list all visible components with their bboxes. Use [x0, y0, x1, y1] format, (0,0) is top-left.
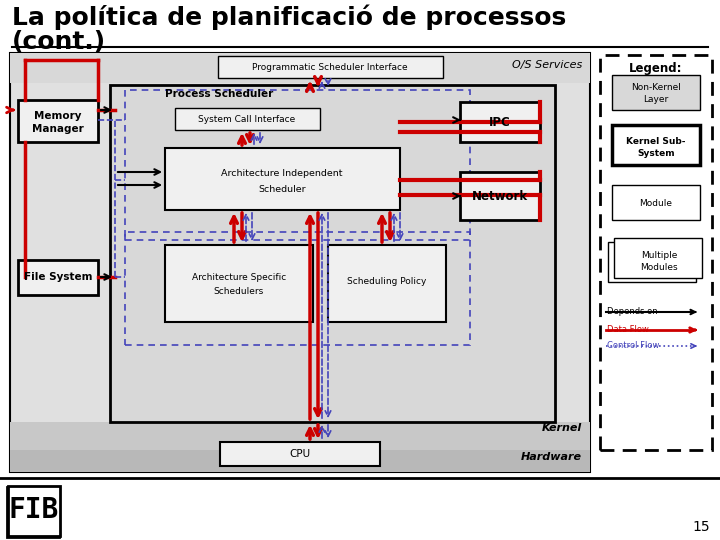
Bar: [165, 148, 400, 210]
Text: Architecture Specific: Architecture Specific: [192, 273, 286, 281]
Text: (cont.): (cont.): [12, 30, 106, 54]
Text: Multiple: Multiple: [641, 251, 678, 260]
Text: Programmatic Scheduler Interface: Programmatic Scheduler Interface: [252, 63, 408, 71]
Text: System: System: [637, 148, 675, 158]
Bar: [460, 102, 540, 142]
Bar: [218, 56, 443, 78]
Bar: [125, 232, 470, 345]
Text: Architecture Independent: Architecture Independent: [221, 170, 343, 179]
Bar: [10, 53, 590, 83]
Bar: [175, 108, 320, 130]
Text: IPC: IPC: [489, 116, 511, 129]
Text: Hardware: Hardware: [521, 452, 582, 462]
Bar: [608, 242, 696, 282]
Text: Depends on: Depends on: [607, 307, 657, 316]
Bar: [612, 125, 700, 165]
Text: Manager: Manager: [32, 124, 84, 134]
Text: FIB: FIB: [9, 496, 59, 524]
Text: Scheduler: Scheduler: [258, 186, 306, 194]
Text: Kernel: Kernel: [541, 423, 582, 433]
Text: Control Flow: Control Flow: [607, 341, 660, 350]
Text: Layer: Layer: [644, 96, 669, 105]
Bar: [10, 422, 590, 472]
Bar: [10, 53, 590, 472]
Text: CPU: CPU: [289, 449, 310, 459]
Bar: [18, 100, 98, 142]
Bar: [7, 487, 59, 537]
Text: Process Scheduler: Process Scheduler: [165, 89, 274, 99]
Text: Non-Kernel: Non-Kernel: [631, 84, 681, 92]
Bar: [612, 185, 700, 220]
Bar: [10, 450, 590, 472]
Text: Schedulers: Schedulers: [214, 287, 264, 296]
Text: File System: File System: [24, 272, 92, 282]
Bar: [460, 172, 540, 220]
Text: System Call Interface: System Call Interface: [199, 114, 296, 124]
Bar: [600, 55, 712, 450]
Bar: [612, 75, 700, 110]
Text: O/S Services: O/S Services: [512, 60, 582, 70]
Bar: [328, 245, 446, 322]
Bar: [125, 90, 470, 240]
Bar: [220, 442, 380, 466]
Text: Network: Network: [472, 190, 528, 202]
Bar: [110, 85, 555, 422]
Text: Modules: Modules: [640, 262, 678, 272]
Text: La política de planificació de processos: La política de planificació de processos: [12, 4, 566, 30]
Text: Module: Module: [639, 199, 672, 207]
Text: Legend:: Legend:: [629, 62, 683, 75]
Bar: [614, 238, 702, 278]
Text: Memory: Memory: [35, 111, 82, 121]
Text: Kernel Sub-: Kernel Sub-: [626, 137, 685, 145]
Bar: [165, 245, 313, 322]
Text: Scheduling Policy: Scheduling Policy: [347, 278, 427, 287]
Bar: [8, 486, 60, 536]
Bar: [18, 260, 98, 295]
Text: 15: 15: [693, 520, 710, 534]
Text: Data Flow: Data Flow: [607, 326, 649, 334]
